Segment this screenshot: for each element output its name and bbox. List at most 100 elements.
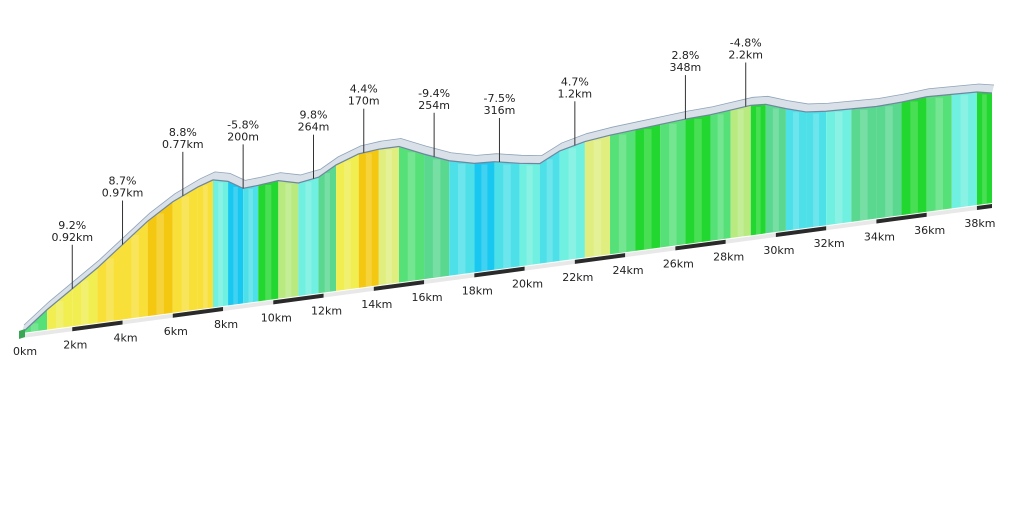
profile-segment	[278, 180, 299, 299]
profile-segment-highlight	[503, 164, 511, 268]
profile-segment-highlight	[156, 213, 164, 315]
profile-segment-highlight	[737, 109, 744, 237]
profile-segment-highlight	[960, 95, 969, 207]
annotation-grade: -5.8%	[227, 118, 259, 131]
annotation-length: 1.2km	[558, 87, 593, 100]
profile-segment	[318, 164, 337, 294]
profile-back-edge-line	[23, 83, 995, 326]
profile-segment	[635, 124, 661, 251]
profile-segment-highlight	[813, 113, 820, 227]
axis-strip-dark-segment	[273, 293, 324, 305]
profile-segment-highlight	[643, 129, 652, 250]
profile-segment-highlight	[457, 164, 466, 275]
x-tick-label: 30km	[763, 244, 794, 257]
profile-segment-highlight	[526, 165, 533, 265]
x-tick-label: 8km	[214, 318, 238, 331]
profile-segment-highlight	[618, 134, 627, 253]
profile-segment-highlight	[792, 112, 800, 230]
profile-segment	[398, 146, 425, 283]
annotation-length: 348m	[670, 61, 702, 74]
profile-segment	[901, 96, 927, 216]
profile-segment	[660, 119, 686, 248]
profile-segment-highlight	[203, 185, 208, 309]
x-tick-label: 32km	[814, 237, 845, 250]
profile-segment-highlight	[432, 159, 441, 278]
annotation-grade: 8.7%	[109, 175, 137, 188]
x-tick-label: 6km	[164, 325, 188, 338]
profile-segment-highlight	[305, 182, 312, 295]
annotation-length: 254m	[418, 99, 450, 112]
profile-segment	[147, 201, 173, 317]
profile-segment	[806, 111, 827, 228]
profile-segment-highlight	[935, 97, 943, 211]
axis-strip-dark-segment	[474, 266, 525, 278]
start-marker	[19, 329, 25, 339]
profile-segment	[876, 102, 902, 219]
x-tick-label: 4km	[113, 332, 137, 345]
axis-strip-dark-segment	[675, 239, 726, 251]
profile-segment-highlight	[248, 188, 253, 303]
profile-segment-highlight	[233, 186, 238, 305]
profile-segment-highlight	[385, 149, 392, 284]
profile-segment	[424, 154, 450, 280]
profile-segment	[474, 161, 495, 273]
profile-segment-highlight	[265, 184, 272, 300]
profile-segment-highlight	[593, 140, 602, 256]
profile-segment-highlight	[772, 108, 779, 232]
profile-segment-highlight	[285, 183, 292, 298]
annotation-grade: 8.8%	[169, 126, 197, 139]
x-tick-label: 34km	[864, 230, 895, 243]
x-tick-label: 20km	[512, 278, 543, 291]
profile-segment-highlight	[106, 258, 114, 322]
profile-segment	[298, 177, 319, 296]
profile-segment	[358, 149, 379, 288]
profile-segment-highlight	[694, 118, 702, 243]
axis-strip-dark-segment	[976, 204, 992, 211]
profile-segment-highlight	[344, 161, 351, 290]
profile-segment-highlight	[181, 196, 190, 312]
profile-segment	[826, 108, 852, 226]
annotation-length: 0.77km	[162, 138, 204, 151]
annotation-length: 264m	[298, 121, 330, 134]
axis-strip-dark-segment	[172, 307, 224, 318]
profile-segment	[519, 163, 540, 267]
x-tick-label: 16km	[412, 291, 443, 304]
profile-segment	[122, 221, 148, 320]
profile-segment	[976, 92, 992, 206]
x-tick-label: 22km	[562, 271, 593, 284]
profile-segment-highlight	[982, 94, 987, 205]
profile-segment-highlight	[218, 182, 223, 307]
profile-segment	[851, 106, 877, 222]
profile-top-surface	[21, 83, 995, 334]
profile-segment	[539, 150, 560, 264]
annotation-length: 316m	[484, 104, 516, 117]
profile-segment	[584, 135, 611, 258]
profile-segment-highlight	[910, 101, 918, 214]
profile-segment-highlight	[860, 109, 868, 221]
profile-segment-highlight	[717, 114, 724, 240]
profile-segment	[172, 186, 198, 313]
climb-annotations: 9.2%0.92km 8.7%0.97km 8.8%0.77km -5.8%200m 9…	[51, 37, 763, 289]
profile-segment	[212, 179, 229, 308]
profile-segment	[47, 288, 73, 330]
profile-segment	[228, 181, 244, 306]
profile-segment-highlight	[885, 106, 893, 217]
profile-segment	[685, 114, 711, 245]
profile-segment	[710, 110, 731, 241]
profile-segment-highlight	[407, 152, 416, 281]
annotation-length: 200m	[227, 130, 259, 143]
profile-segment-highlight	[834, 112, 843, 224]
annotation-grade: 2.8%	[671, 49, 699, 62]
profile-segment	[951, 92, 977, 209]
profile-segment	[610, 129, 636, 255]
axis-strip-dark-segment	[775, 226, 827, 237]
x-tick-label: 12km	[311, 305, 342, 318]
x-tick-label: 36km	[914, 224, 945, 237]
annotation-grade: 4.7%	[561, 75, 589, 88]
axis-strip-dark-segment	[373, 280, 425, 291]
x-tick-label: 0km	[13, 345, 37, 358]
x-tick-label: 24km	[613, 264, 644, 277]
x-tick-label: 18km	[462, 284, 493, 297]
profile-segment	[197, 179, 213, 310]
